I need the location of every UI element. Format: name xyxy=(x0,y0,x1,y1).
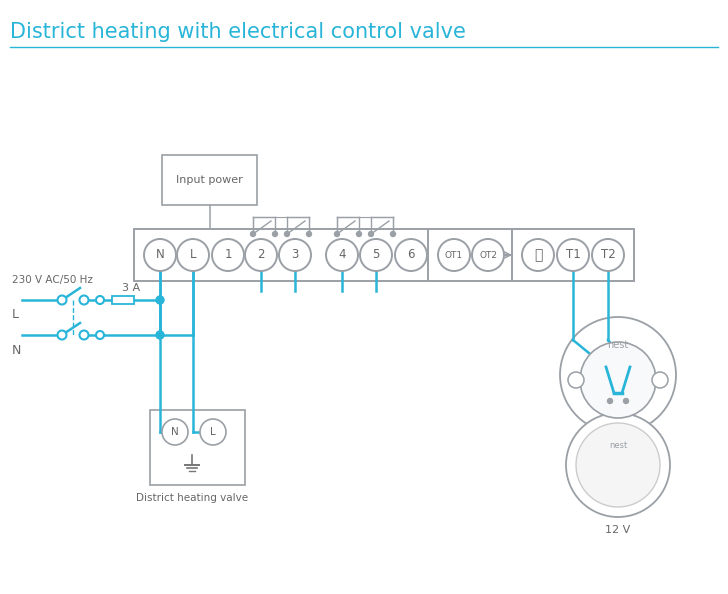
Text: Input power: Input power xyxy=(176,175,243,185)
Circle shape xyxy=(285,232,290,236)
Text: 3: 3 xyxy=(291,248,298,261)
Circle shape xyxy=(472,239,504,271)
Circle shape xyxy=(272,232,277,236)
Circle shape xyxy=(212,239,244,271)
Circle shape xyxy=(96,331,104,339)
Circle shape xyxy=(200,419,226,445)
Circle shape xyxy=(58,330,66,340)
Circle shape xyxy=(279,239,311,271)
Circle shape xyxy=(156,296,164,304)
Text: 4: 4 xyxy=(339,248,346,261)
Circle shape xyxy=(607,399,612,403)
Text: 1: 1 xyxy=(224,248,232,261)
Text: T2: T2 xyxy=(601,248,615,261)
Circle shape xyxy=(58,295,66,305)
Text: ⏚: ⏚ xyxy=(534,248,542,262)
Text: OT2: OT2 xyxy=(479,251,497,260)
Text: OT1: OT1 xyxy=(445,251,463,260)
Text: L: L xyxy=(12,308,19,321)
Bar xyxy=(610,428,626,440)
Text: District heating valve: District heating valve xyxy=(136,493,248,503)
Circle shape xyxy=(368,232,373,236)
Text: 2: 2 xyxy=(257,248,265,261)
Circle shape xyxy=(438,239,470,271)
Text: T1: T1 xyxy=(566,248,580,261)
Circle shape xyxy=(652,372,668,388)
Bar xyxy=(150,410,245,485)
Circle shape xyxy=(96,296,104,304)
Text: N: N xyxy=(171,427,179,437)
Circle shape xyxy=(592,239,624,271)
Circle shape xyxy=(360,239,392,271)
Text: nest: nest xyxy=(609,441,627,450)
FancyBboxPatch shape xyxy=(428,229,514,281)
Circle shape xyxy=(576,423,660,507)
Text: 12 V: 12 V xyxy=(606,525,630,535)
Circle shape xyxy=(623,399,628,403)
FancyBboxPatch shape xyxy=(134,229,437,281)
Text: L: L xyxy=(190,248,197,261)
Text: N: N xyxy=(156,248,165,261)
Circle shape xyxy=(306,232,312,236)
Circle shape xyxy=(357,232,362,236)
Text: L: L xyxy=(210,427,216,437)
Circle shape xyxy=(390,232,395,236)
Circle shape xyxy=(156,331,164,339)
Circle shape xyxy=(79,295,89,305)
Circle shape xyxy=(79,330,89,340)
Text: 230 V AC/50 Hz: 230 V AC/50 Hz xyxy=(12,275,93,285)
Text: District heating with electrical control valve: District heating with electrical control… xyxy=(10,22,466,42)
Circle shape xyxy=(245,239,277,271)
Circle shape xyxy=(395,239,427,271)
FancyBboxPatch shape xyxy=(512,229,634,281)
Circle shape xyxy=(326,239,358,271)
Circle shape xyxy=(144,239,176,271)
Circle shape xyxy=(566,413,670,517)
Circle shape xyxy=(250,232,256,236)
Text: 3 A: 3 A xyxy=(122,283,140,293)
Circle shape xyxy=(522,239,554,271)
Circle shape xyxy=(580,342,656,418)
Bar xyxy=(162,155,257,205)
Circle shape xyxy=(162,419,188,445)
Circle shape xyxy=(177,239,209,271)
Text: N: N xyxy=(12,343,21,356)
Circle shape xyxy=(560,317,676,433)
Text: nest: nest xyxy=(607,340,628,350)
Circle shape xyxy=(334,232,339,236)
Bar xyxy=(112,296,134,304)
Circle shape xyxy=(557,239,589,271)
Text: 6: 6 xyxy=(407,248,415,261)
Text: 5: 5 xyxy=(372,248,380,261)
Circle shape xyxy=(568,372,584,388)
